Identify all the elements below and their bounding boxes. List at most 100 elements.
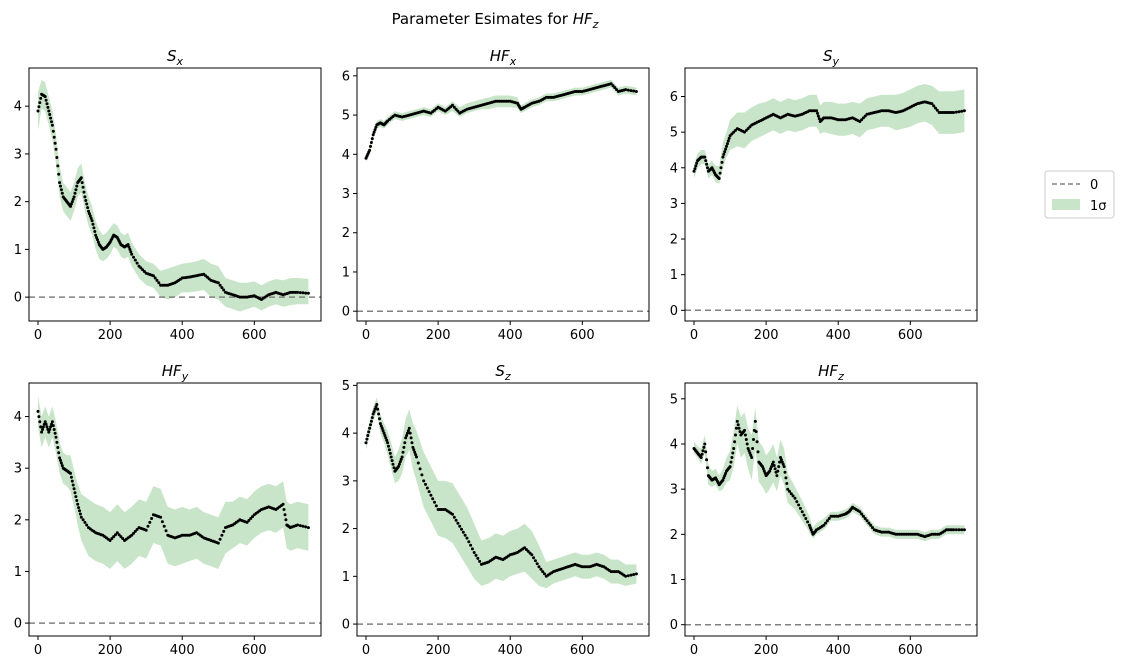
panel-title-sub: x	[176, 55, 184, 68]
suptitle-text: Parameter Esimates for	[392, 10, 573, 28]
data-point	[745, 442, 749, 446]
data-point	[284, 518, 288, 522]
data-point	[44, 98, 48, 102]
data-point	[36, 109, 40, 113]
data-point	[53, 141, 57, 145]
data-point	[126, 243, 130, 247]
data-point	[433, 500, 436, 504]
data-point	[797, 503, 801, 507]
data-point	[730, 456, 734, 459]
data-point	[220, 286, 224, 290]
data-point	[629, 89, 633, 93]
sigma-band	[366, 79, 637, 163]
data-point	[734, 426, 738, 430]
suptitle-sub: z	[592, 18, 599, 31]
data-point	[722, 476, 726, 480]
data-point	[378, 417, 381, 421]
legend-band-swatch	[1052, 199, 1080, 210]
data-point	[150, 517, 154, 520]
data-point	[374, 405, 378, 409]
data-point	[87, 209, 90, 213]
data-point	[411, 445, 415, 449]
data-point	[115, 531, 119, 535]
data-point	[732, 447, 736, 450]
data-point	[733, 440, 737, 444]
data-point	[705, 458, 709, 462]
data-point	[69, 204, 72, 208]
sigma-band	[694, 84, 965, 184]
y-tick-label: 2	[14, 195, 22, 210]
data-point	[45, 425, 49, 429]
y-tick-label: 1	[670, 268, 678, 283]
data-point	[52, 135, 56, 139]
data-point	[391, 462, 395, 466]
data-point	[372, 410, 376, 414]
data-point	[82, 190, 86, 194]
panel-title: HFy	[162, 362, 189, 383]
data-point	[53, 431, 57, 435]
x-tick-label: 600	[570, 643, 595, 658]
data-point	[132, 531, 135, 535]
data-point	[737, 426, 741, 430]
data-point	[725, 142, 729, 146]
data-point	[367, 430, 371, 434]
data-point	[772, 464, 776, 467]
data-point	[37, 105, 41, 109]
data-point	[816, 114, 820, 118]
data-point	[692, 169, 696, 173]
legend-band-label: 1σ	[1090, 199, 1107, 214]
x-tick-label: 0	[362, 643, 370, 658]
y-tick-label: 3	[342, 474, 350, 489]
data-point	[89, 216, 93, 220]
data-point	[703, 442, 707, 446]
x-tick-label: 600	[242, 643, 267, 658]
figure-suptitle: Parameter Esimates for HFz	[392, 10, 599, 31]
data-point	[72, 195, 76, 199]
data-point	[400, 455, 404, 459]
data-point	[247, 519, 251, 522]
data-point	[44, 422, 48, 426]
data-point	[702, 445, 706, 449]
data-point	[159, 515, 163, 519]
data-point	[699, 456, 703, 459]
x-tick-label: 400	[826, 643, 851, 658]
data-point	[738, 430, 742, 434]
data-point	[957, 110, 961, 114]
data-point	[251, 515, 254, 519]
data-point	[373, 128, 377, 132]
data-point	[388, 451, 392, 455]
data-point	[59, 461, 63, 465]
data-point	[402, 445, 406, 449]
suptitle-math: HF	[573, 10, 593, 28]
axes-frame	[356, 382, 650, 637]
panel-title-main: S	[823, 47, 833, 65]
data-point	[368, 148, 372, 152]
data-point	[960, 109, 964, 113]
data-point	[390, 459, 394, 463]
panel-1: 0 200 400 600 0 1 2 3 4 Sx	[14, 47, 322, 343]
data-point	[130, 252, 134, 256]
data-point	[626, 88, 630, 92]
x-tick-label: 0	[34, 643, 42, 658]
data-point	[296, 290, 300, 294]
data-point	[632, 573, 636, 576]
data-point	[815, 109, 819, 113]
x-tick-label: 200	[98, 643, 123, 658]
data-point	[84, 199, 88, 202]
data-point	[408, 431, 412, 435]
y-tick-label: 1	[670, 573, 678, 588]
data-point	[382, 431, 386, 435]
axes-frame	[28, 382, 322, 637]
data-point	[541, 570, 545, 574]
data-point	[81, 185, 85, 189]
data-point	[414, 453, 418, 457]
data-point	[786, 487, 790, 491]
panel-5: 0 200 400 600 0 1 2 3 4 5 Sz	[342, 362, 650, 658]
data-point	[90, 219, 94, 223]
data-point	[39, 425, 43, 429]
data-point	[629, 573, 633, 577]
data-point	[85, 523, 89, 527]
data-point	[281, 502, 285, 506]
data-point	[60, 191, 64, 195]
data-point	[218, 283, 222, 287]
